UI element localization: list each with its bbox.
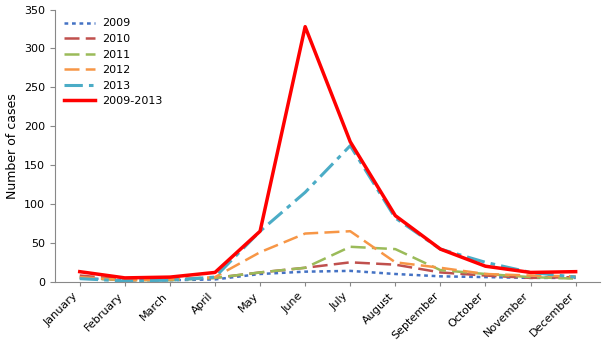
2013 [166, 278, 173, 282]
2011 [572, 277, 579, 281]
2012 [527, 273, 534, 278]
2013 [302, 190, 309, 194]
2009 [76, 276, 84, 280]
2009-2013 [527, 270, 534, 274]
2011 [391, 247, 399, 251]
2013 [211, 275, 219, 279]
2013 [347, 144, 354, 148]
2012 [482, 272, 489, 276]
2009-2013 [121, 276, 128, 280]
Line: 2009: 2009 [80, 271, 576, 280]
2011 [76, 276, 84, 280]
2009-2013 [572, 270, 579, 274]
2011 [302, 266, 309, 270]
2009-2013 [166, 275, 173, 279]
2011 [166, 278, 173, 282]
2010 [166, 277, 173, 281]
2009-2013 [437, 247, 444, 251]
2009-2013 [391, 214, 399, 218]
2013 [391, 216, 399, 220]
2009 [121, 278, 128, 282]
2012 [76, 275, 84, 279]
2010 [121, 277, 128, 281]
Line: 2010: 2010 [80, 262, 576, 279]
2012 [302, 231, 309, 236]
2009 [572, 276, 579, 280]
2010 [347, 260, 354, 264]
2012 [166, 277, 173, 281]
Line: 2012: 2012 [80, 231, 576, 280]
2013 [527, 270, 534, 274]
2013 [437, 247, 444, 251]
Y-axis label: Number of cases: Number of cases [5, 93, 19, 198]
2012 [121, 278, 128, 282]
2009 [166, 278, 173, 282]
2011 [256, 270, 264, 274]
2012 [437, 266, 444, 270]
2010 [437, 270, 444, 274]
2009-2013 [256, 229, 264, 233]
2010 [527, 276, 534, 280]
2011 [347, 245, 354, 249]
2009 [437, 274, 444, 278]
2009 [391, 272, 399, 276]
2010 [391, 263, 399, 267]
2012 [256, 250, 264, 254]
2013 [572, 275, 579, 279]
2011 [437, 268, 444, 272]
2012 [211, 275, 219, 279]
2012 [391, 260, 399, 264]
2009-2013 [302, 25, 309, 29]
2009-2013 [211, 270, 219, 274]
2009-2013 [76, 270, 84, 274]
2013 [482, 260, 489, 264]
2011 [482, 272, 489, 276]
2009 [256, 272, 264, 276]
Line: 2013: 2013 [80, 146, 576, 281]
2012 [572, 274, 579, 278]
2011 [121, 278, 128, 282]
Legend: 2009, 2010, 2011, 2012, 2013, 2009-2013: 2009, 2010, 2011, 2012, 2013, 2009-2013 [61, 15, 165, 110]
2012 [347, 229, 354, 233]
2009-2013 [482, 264, 489, 268]
2010 [572, 275, 579, 279]
2010 [256, 270, 264, 274]
2009 [211, 277, 219, 281]
2011 [211, 276, 219, 280]
2010 [482, 273, 489, 278]
2009 [482, 275, 489, 279]
2013 [256, 229, 264, 233]
Line: 2009-2013: 2009-2013 [80, 27, 576, 278]
2009 [347, 269, 354, 273]
2011 [527, 275, 534, 279]
2010 [302, 266, 309, 270]
2013 [121, 279, 128, 283]
2009 [527, 276, 534, 280]
2010 [211, 276, 219, 280]
2009-2013 [347, 140, 354, 144]
2010 [76, 273, 84, 278]
2009 [302, 270, 309, 274]
2013 [76, 277, 84, 281]
Line: 2011: 2011 [80, 247, 576, 280]
